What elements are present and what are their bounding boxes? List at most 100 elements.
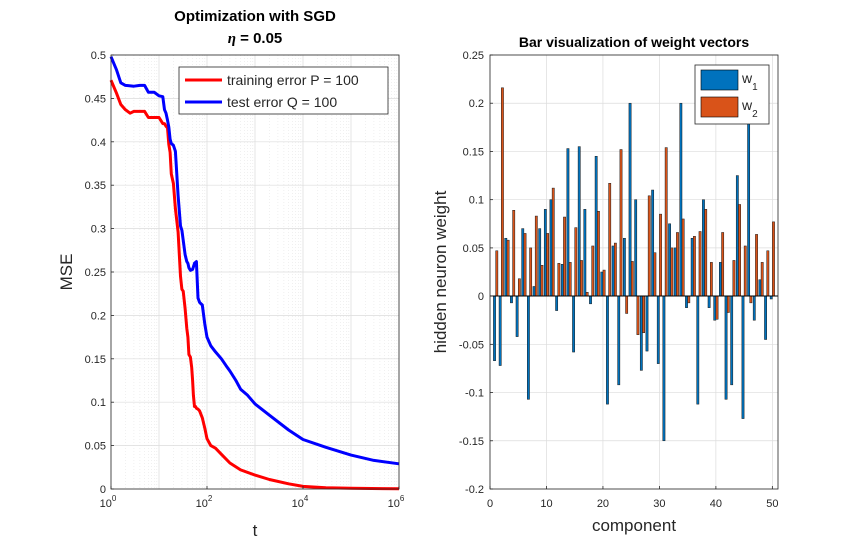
bar-w1-40 <box>713 295 717 321</box>
bar-w1-27 <box>639 295 643 371</box>
bar-w1-33 <box>673 247 677 297</box>
bar-w1-41 <box>719 262 722 297</box>
y-tick-label: 0.35 <box>85 180 106 192</box>
eta-symbol: η <box>228 31 236 47</box>
bar-w1-14 <box>566 148 570 297</box>
bar-w1-24 <box>623 237 626 297</box>
line-chart-mse: 0 0.05 0.1 0.15 0.2 0.25 0.3 0.35 0.4 0.45 0.5 100… <box>57 8 405 540</box>
bar-w1-7 <box>527 295 530 400</box>
bar-w2-46 <box>749 295 753 304</box>
bar-w2-37 <box>698 231 702 297</box>
bar-w2-31 <box>664 147 668 297</box>
y-tick-label: -0.1 <box>465 388 484 400</box>
bar-w1-19 <box>594 156 598 297</box>
legend-label-test: test error Q = 100 <box>227 94 337 110</box>
y-tick-label: 0.4 <box>91 137 106 149</box>
bar-w2-23 <box>619 149 623 297</box>
bar-w1-50 <box>769 295 773 300</box>
bar-w2-27 <box>642 295 645 334</box>
bar-w1-38 <box>702 199 705 297</box>
bar-w1-9 <box>538 228 542 297</box>
bar-w2-8 <box>534 215 538 297</box>
bar-w2-20 <box>602 269 606 297</box>
legend-label-w2: w2 <box>741 97 758 120</box>
left-x-axis-label: t <box>253 521 258 540</box>
bar-w2-5 <box>517 278 521 297</box>
bar-w1-5 <box>515 295 519 337</box>
bar-w2-28 <box>647 195 651 297</box>
series-line-test <box>109 56 400 466</box>
bar-w2-13 <box>563 216 566 297</box>
bar-w2-25 <box>630 261 634 297</box>
bar-w2-44 <box>738 204 741 297</box>
bar-w2-36 <box>693 236 696 297</box>
bar-w1-22 <box>611 245 615 297</box>
bar-w1-21 <box>606 295 609 405</box>
bar-w2-24 <box>625 295 629 314</box>
x-tick-label: 0 <box>487 498 493 510</box>
bar-w1-23 <box>617 295 621 386</box>
bar-w1-17 <box>583 209 587 297</box>
bar-w1-48 <box>758 279 762 297</box>
right-chart-title: Bar visualization of weight vectors <box>519 34 749 50</box>
bar-w1-37 <box>696 295 700 405</box>
bar-w1-26 <box>634 199 638 297</box>
bar-w2-30 <box>659 213 662 297</box>
bar-w1-36 <box>690 237 694 297</box>
y-tick-label: 0.2 <box>469 98 484 110</box>
bar-w1-16 <box>577 146 581 297</box>
legend-swatch-w1 <box>700 69 739 91</box>
bar-w2-50 <box>772 221 775 297</box>
bar-chart-weights: -0.2 -0.15 -0.1 -0.05 0 0.05 0.1 0.15 0.2 0.25 0 1… <box>431 34 778 535</box>
left-legend-box <box>178 66 389 115</box>
bar-w1-15 <box>572 295 575 353</box>
y-tick-label: -0.2 <box>465 484 484 496</box>
bar-w2-49 <box>766 250 770 297</box>
eta-value: = 0.05 <box>236 30 282 47</box>
bar-w2-7 <box>529 247 533 297</box>
bar-w1-45 <box>741 295 745 419</box>
legend-swatch-w2 <box>700 96 739 118</box>
right-y-axis-label: hidden neuron weight <box>431 190 450 353</box>
bar-w1-28 <box>645 295 649 352</box>
bar-w2-21 <box>608 183 612 297</box>
bar-w2-4 <box>512 210 516 297</box>
right-x-axis-label: component <box>592 516 676 535</box>
y-tick-label: -0.15 <box>459 436 484 448</box>
bar-w2-2 <box>501 87 504 297</box>
bar-w2-42 <box>726 295 730 313</box>
bar-w1-47 <box>752 295 756 321</box>
bar-w2-18 <box>591 245 595 297</box>
bar-w2-14 <box>568 262 572 297</box>
bar-w1-1 <box>493 295 496 361</box>
y-tick-label: 0.5 <box>91 50 106 62</box>
bar-w2-11 <box>551 187 555 297</box>
bar-w2-15 <box>574 227 578 297</box>
bar-w1-49 <box>764 295 767 340</box>
left-chart-title: Optimization with SGD <box>174 8 336 25</box>
bar-w2-45 <box>743 245 747 297</box>
legend-label-w1: w1 <box>741 70 758 93</box>
left-legend: training error P = 100 test error Q = 10… <box>178 66 389 115</box>
bar-w2-3 <box>506 239 510 297</box>
bar-w1-4 <box>510 295 513 304</box>
bar-w1-3 <box>504 237 508 297</box>
bar-w2-43 <box>732 260 736 297</box>
bar-w2-40 <box>715 295 719 320</box>
bar-w1-42 <box>724 295 728 400</box>
bar-w2-16 <box>580 260 583 297</box>
bar-w2-29 <box>653 252 657 297</box>
series-line-training <box>109 79 400 491</box>
y-tick-label: 0.1 <box>469 195 484 207</box>
bar-w1-10 <box>543 209 547 297</box>
bar-w2-26 <box>636 295 640 335</box>
right-legend: w1 w2 <box>694 64 770 125</box>
bar-w1-35 <box>685 295 688 308</box>
y-tick-label: 0.15 <box>85 354 106 366</box>
x-tick-label: 20 <box>597 498 609 510</box>
y-tick-label: 0.3 <box>91 224 106 236</box>
left-chart-subtitle: η = 0.05 <box>228 30 283 47</box>
x-tick-label: 104 <box>292 494 309 510</box>
bar-w1-39 <box>707 295 711 308</box>
